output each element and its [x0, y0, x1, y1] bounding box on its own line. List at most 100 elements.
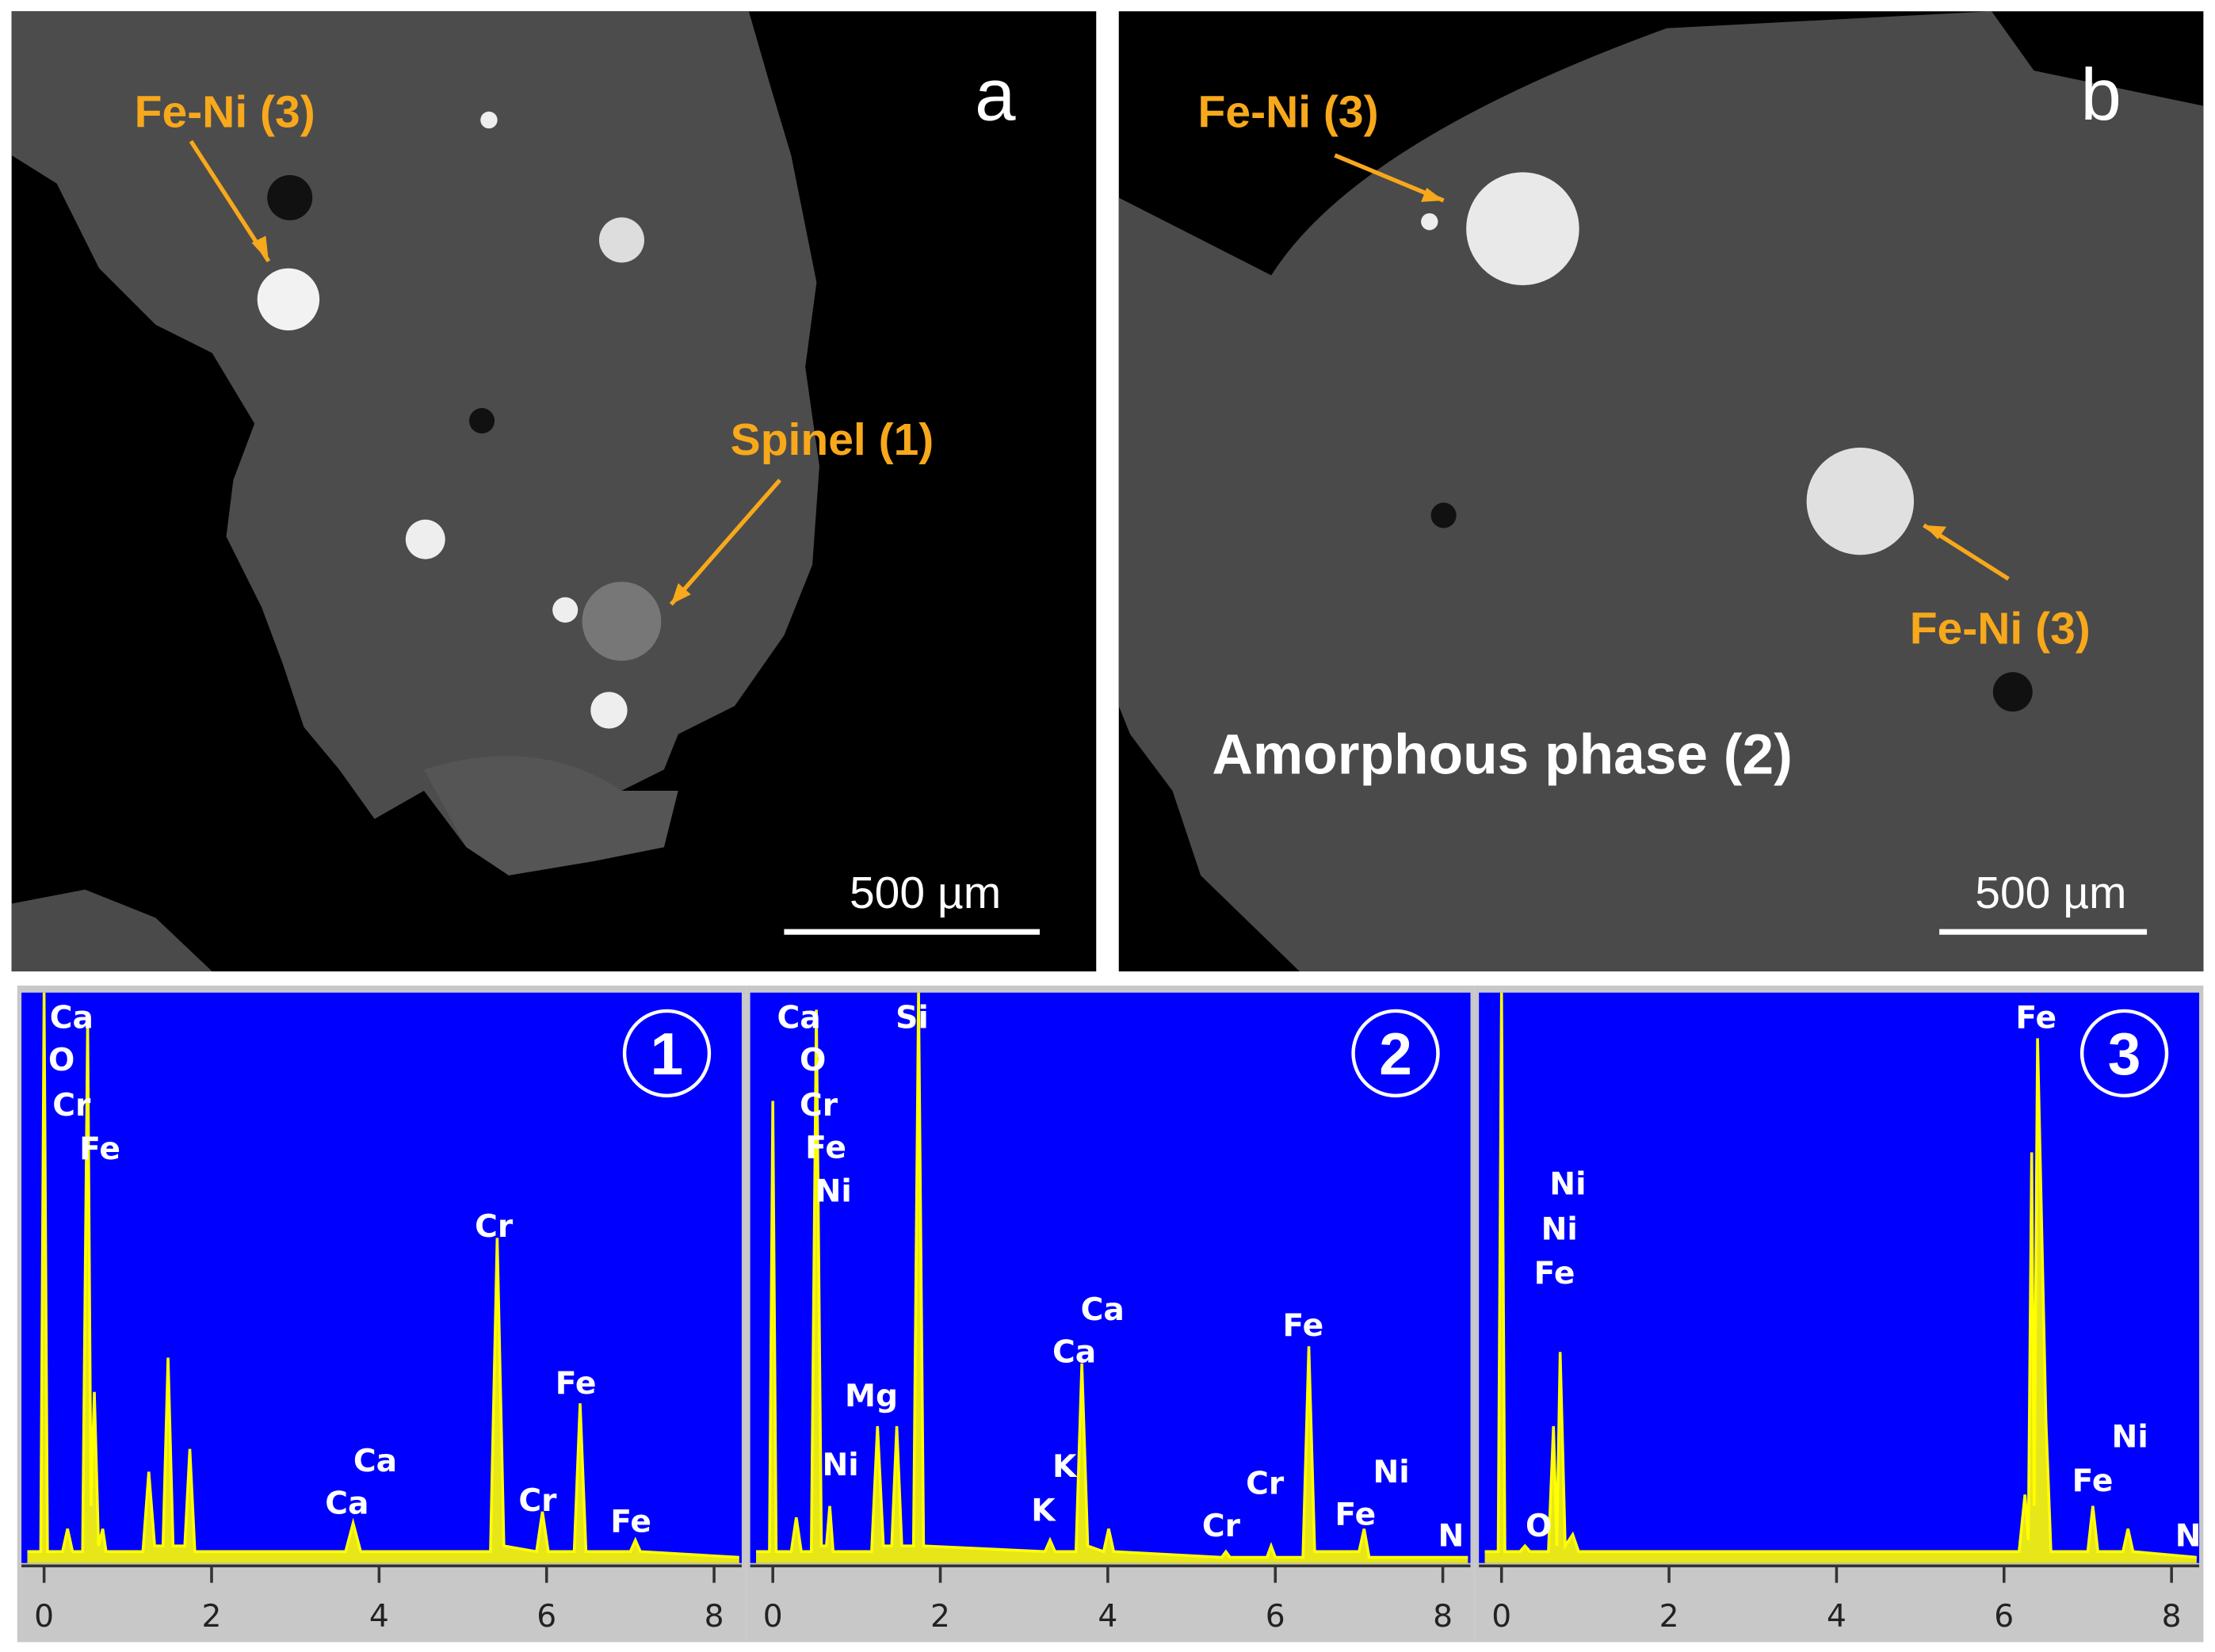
spectrum-number-circle	[1351, 1009, 1440, 1098]
x-tick-label: 4	[1827, 1599, 1846, 1635]
spectrum-line	[756, 992, 1468, 1559]
arrow	[669, 479, 782, 606]
peak-label: Ni	[2112, 1420, 2148, 1456]
peak-label: Ni	[823, 1448, 859, 1483]
spectrum-number: 1	[651, 1021, 684, 1087]
peak-label: K	[1031, 1493, 1056, 1528]
plot-background	[750, 992, 1471, 1563]
fe-ni-grain	[257, 268, 320, 330]
arrow-head	[670, 582, 691, 605]
panel-label: a	[975, 53, 1016, 135]
peak-label: Ni	[1373, 1455, 1410, 1490]
x-tick-label: 8	[1433, 1599, 1453, 1635]
peak-label: Cr	[800, 1088, 838, 1124]
peak-label: Fe	[805, 1130, 846, 1166]
peak-label: Ni	[1541, 1212, 1578, 1248]
x-tick-label: 0	[763, 1599, 783, 1635]
panel-label: b	[2080, 53, 2121, 135]
sample-fragment	[11, 889, 212, 972]
x-tick-label: 4	[1098, 1599, 1117, 1635]
peak-label: Fe	[556, 1366, 597, 1402]
x-tick-label: 2	[202, 1599, 222, 1635]
peak-label: K	[1052, 1449, 1078, 1485]
peak-label: Fe	[2015, 1000, 2057, 1036]
arrow-head	[251, 235, 269, 261]
x-tick-label: 4	[369, 1599, 389, 1635]
x-tick-label: 6	[537, 1599, 556, 1635]
x-tick-label: 8	[705, 1599, 724, 1635]
sample-grain	[1118, 11, 2204, 972]
fe-ni-grain	[1466, 172, 1579, 285]
peak-label: Si	[896, 1000, 929, 1036]
peak-label: Cr	[1246, 1466, 1285, 1501]
spectrum-number: 2	[1379, 1021, 1412, 1087]
spectrum-line	[1484, 992, 2198, 1559]
peak-label: Cr	[475, 1209, 514, 1245]
x-tick-label: 2	[930, 1599, 950, 1635]
arrow-head	[1923, 525, 1947, 540]
peak-label: Cr	[518, 1483, 557, 1519]
fe-ni-grain	[405, 519, 445, 559]
annotation: Amorphous phase (2)	[1212, 723, 1793, 787]
peak-label: Ca	[50, 1000, 94, 1036]
plot-background	[1479, 992, 2200, 1563]
fe-ni-grain	[1421, 213, 1438, 231]
scale-bar-label: 500 µm	[850, 868, 1001, 918]
peak-label: O	[800, 1043, 826, 1078]
peak-label: Ca	[1081, 1292, 1125, 1328]
plot-background	[21, 992, 742, 1563]
fe-ni-grain	[1806, 447, 1915, 555]
peak-label: Ni	[815, 1174, 852, 1210]
x-tick-label: 2	[1659, 1599, 1679, 1635]
sem-panel-b: Fe-Ni (3) Fe-Ni (3) Amorphous phase (2) …	[1118, 11, 2204, 972]
peak-label: Mg	[845, 1379, 898, 1414]
sem-panel-a: Fe-Ni (3) Spinel (1) a 500 µm	[11, 11, 1097, 972]
peak-label: Ca	[1052, 1335, 1096, 1371]
scale-bar	[784, 929, 1040, 935]
x-tick-label: 6	[1994, 1599, 2014, 1635]
peak-label: N	[1438, 1518, 1465, 1554]
peak-label: O	[48, 1043, 74, 1078]
annotation: Spinel (1)	[731, 414, 934, 465]
peak-label: Fe	[79, 1131, 120, 1167]
spectrum-line	[27, 992, 739, 1559]
peak-label: Fe	[1534, 1256, 1575, 1291]
peak-label: Fe	[610, 1505, 651, 1540]
x-tick-label: 0	[1491, 1599, 1511, 1635]
annotation: Fe-Ni (3)	[1910, 604, 2091, 654]
peak-label: O	[1526, 1509, 1552, 1544]
arrow-head	[1421, 188, 1444, 202]
annotation: Fe-Ni (3)	[1198, 86, 1379, 137]
peak-label: Ca	[777, 1000, 821, 1036]
bright-phase	[598, 217, 644, 263]
spectrum-number: 3	[2108, 1021, 2141, 1087]
peak-label: Fe	[2072, 1463, 2114, 1499]
bright-phase	[480, 111, 498, 129]
peak-label: Ca	[325, 1486, 369, 1521]
peak-label: Fe	[1335, 1497, 1376, 1533]
scale-bar	[1939, 929, 2148, 935]
x-tick-label: 0	[34, 1599, 54, 1635]
peak-label: Cr	[1202, 1509, 1241, 1544]
scale-bar-label: 500 µm	[1975, 868, 2126, 918]
pore	[267, 174, 313, 220]
peak-label: Ca	[353, 1444, 397, 1479]
spinel-grain	[582, 582, 662, 661]
x-tick-label: 8	[2162, 1599, 2182, 1635]
fe-ni-grain	[590, 692, 628, 729]
peak-label: Ni	[1549, 1167, 1586, 1203]
pore	[1430, 502, 1457, 528]
spectrum-number-circle	[2079, 1009, 2169, 1098]
pore	[1992, 672, 2033, 712]
pore	[469, 408, 495, 434]
spectrum-number-circle	[622, 1009, 712, 1098]
fe-ni-grain	[552, 597, 579, 623]
x-tick-label: 6	[1266, 1599, 1285, 1635]
annotation: Fe-Ni (3)	[135, 86, 315, 137]
peak-label: N	[2175, 1518, 2202, 1554]
peak-label: Cr	[52, 1088, 91, 1124]
peak-label: Fe	[1282, 1308, 1323, 1344]
sample-fragment	[423, 756, 678, 876]
